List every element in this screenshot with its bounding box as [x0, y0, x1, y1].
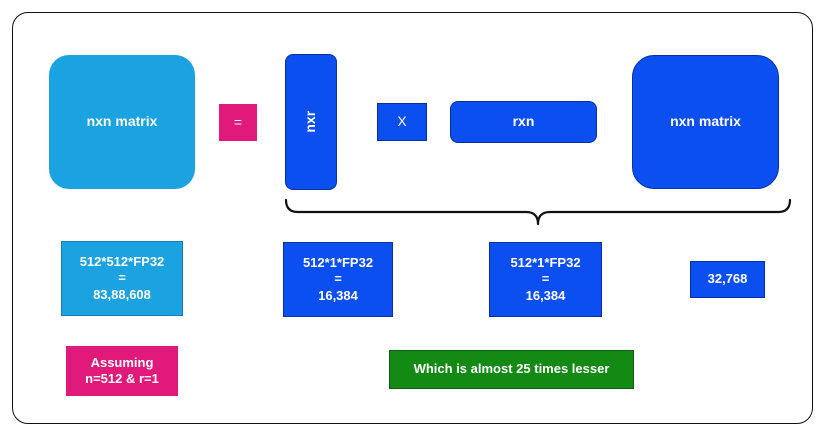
- full-matrix-equals: =: [118, 270, 126, 286]
- assumption-box: Assuming n=512 & r=1: [66, 346, 178, 396]
- nxn-matrix-original-label: nxn matrix: [86, 113, 158, 130]
- total-size-value: 32,768: [707, 271, 748, 287]
- nxr-equals: =: [334, 271, 342, 287]
- nxr-matrix: nxr: [285, 54, 337, 190]
- conclusion-text: Which is almost 25 times lesser: [413, 361, 610, 377]
- nxn-matrix-result-label: nxn matrix: [670, 113, 741, 130]
- equals-sign: =: [219, 104, 257, 141]
- nxr-label: nxr: [302, 111, 319, 133]
- rxn-equals: =: [541, 271, 550, 287]
- assumption-line-2: n=512 & r=1: [85, 371, 159, 386]
- total-size-box: 32,768: [690, 261, 765, 298]
- full-matrix-result: 83,88,608: [93, 286, 151, 302]
- nxn-matrix-result: nxn matrix: [632, 55, 779, 189]
- assumption-line-1: Assuming: [90, 354, 154, 370]
- nxn-matrix-original: nxn matrix: [49, 55, 195, 189]
- multiply-label: X: [397, 113, 407, 130]
- nxr-result: 16,384: [318, 287, 358, 303]
- conclusion-box: Which is almost 25 times lesser: [389, 350, 634, 389]
- curly-brace: [284, 198, 792, 226]
- nxr-formula: 512*1*FP32: [302, 255, 374, 271]
- rxn-formula: 512*1*FP32: [510, 255, 581, 271]
- nxr-size-box: 512*1*FP32 = 16,384: [283, 242, 393, 317]
- full-matrix-formula: 512*512*FP32: [79, 254, 165, 270]
- equals-label: =: [233, 113, 243, 130]
- rxn-matrix: rxn: [450, 101, 597, 143]
- full-matrix-size-box: 512*512*FP32 = 83,88,608: [61, 241, 183, 316]
- rxn-size-box: 512*1*FP32 = 16,384: [489, 242, 602, 317]
- rxn-result: 16,384: [525, 287, 566, 303]
- rxn-label: rxn: [512, 113, 535, 130]
- multiply-sign: X: [377, 103, 427, 141]
